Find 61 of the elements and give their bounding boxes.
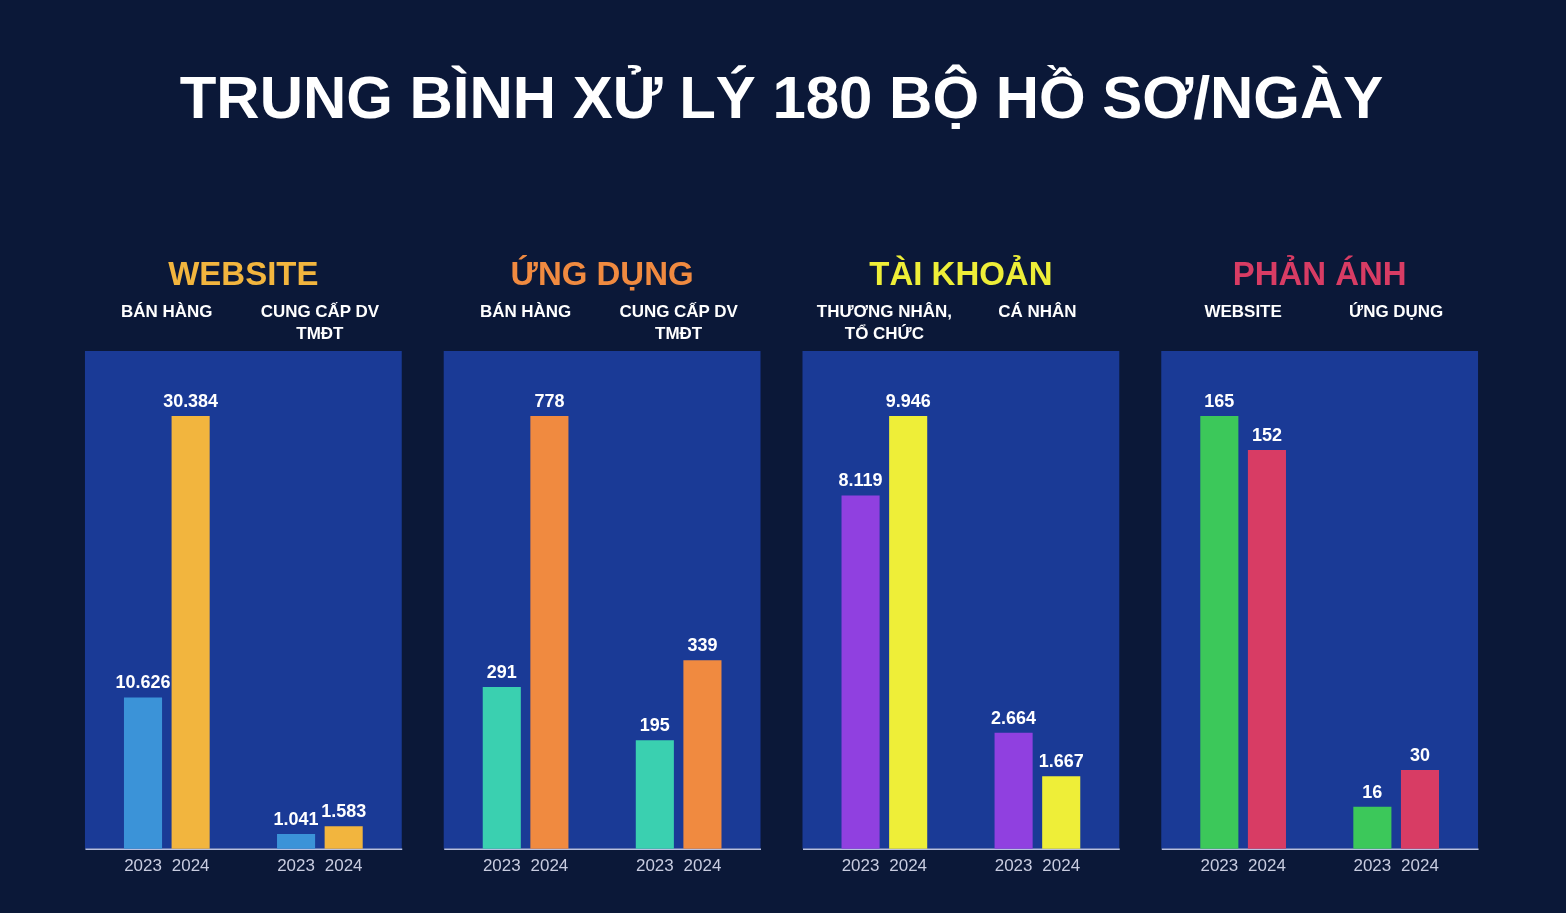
bar [123, 697, 163, 849]
bar [1247, 450, 1286, 849]
data-label: 195 [639, 715, 670, 736]
chart-title: ỨNG DỤNG [510, 255, 694, 293]
data-label: 9.946 [885, 390, 931, 411]
bar [635, 740, 674, 849]
text: 2024 [1401, 855, 1439, 875]
text: 2024 [1042, 855, 1081, 875]
text: 2023 [1353, 855, 1392, 875]
series-label: 2023 [1200, 855, 1239, 875]
series-label: 2023 [841, 855, 880, 875]
x-tick-label: CUNG CẤP DV TMĐT [260, 301, 380, 343]
data-label: 778 [534, 390, 565, 411]
bar [889, 415, 928, 849]
series-label: 2024 [1248, 855, 1286, 875]
data-label: 16 [1362, 781, 1383, 802]
text: 2023 [994, 855, 1033, 875]
bar [841, 495, 880, 849]
x-tick-label: THƯƠNG NHÂN, TỔ CHỨC [816, 301, 952, 343]
series-label: 2024 [171, 855, 210, 875]
x-tick-label: BÁN HÀNG [479, 301, 572, 321]
bar [277, 833, 316, 849]
bar [1200, 415, 1239, 849]
text: 2023 [635, 855, 674, 875]
data-label: 165 [1204, 390, 1235, 411]
data-label: 30.384 [163, 390, 219, 411]
bar [324, 826, 363, 849]
data-label: 1.583 [321, 801, 367, 822]
bar [171, 415, 210, 849]
data-label: 291 [486, 661, 517, 682]
text: TRUNG BÌNH XỬ LÝ 180 BỘ HỒ SƠ/NGÀY [179, 64, 1384, 132]
chart-title: PHẢN ÁNH [1232, 255, 1407, 293]
chart-title: WEBSITE [168, 255, 319, 293]
x-tick-label: BÁN HÀNG [121, 301, 213, 321]
x-tick-label: CÁ NHÂN [998, 301, 1077, 321]
data-label: 8.119 [838, 470, 883, 491]
series-label: 2023 [482, 855, 521, 875]
data-label: 10.626 [115, 672, 171, 693]
series-label: 2023 [124, 855, 162, 875]
text: 2023 [277, 855, 315, 875]
bar [530, 415, 569, 849]
data-label: 2.664 [991, 707, 1037, 728]
series-label: 2024 [530, 855, 569, 875]
data-label: 152 [1251, 425, 1282, 446]
data-label: 30 [1409, 745, 1430, 766]
text: 2024 [324, 855, 363, 875]
series-label: 2024 [889, 855, 928, 875]
x-tick-label: ỨNG DỤNG [1349, 301, 1444, 321]
bar [1400, 770, 1440, 849]
x-tick-label: WEBSITE [1204, 301, 1282, 321]
data-label: 339 [687, 635, 718, 656]
data-label: 1.667 [1038, 751, 1084, 772]
text: 2024 [683, 855, 722, 875]
x-tick-label: CUNG CẤP DV TMĐT [619, 301, 739, 343]
bar [994, 732, 1033, 849]
bar [1353, 806, 1392, 849]
bar [482, 686, 521, 849]
bar [683, 660, 722, 849]
chart-title: TÀI KHOẢN [869, 255, 1053, 293]
data-label: 1.041 [273, 808, 319, 829]
bar [1042, 776, 1081, 849]
